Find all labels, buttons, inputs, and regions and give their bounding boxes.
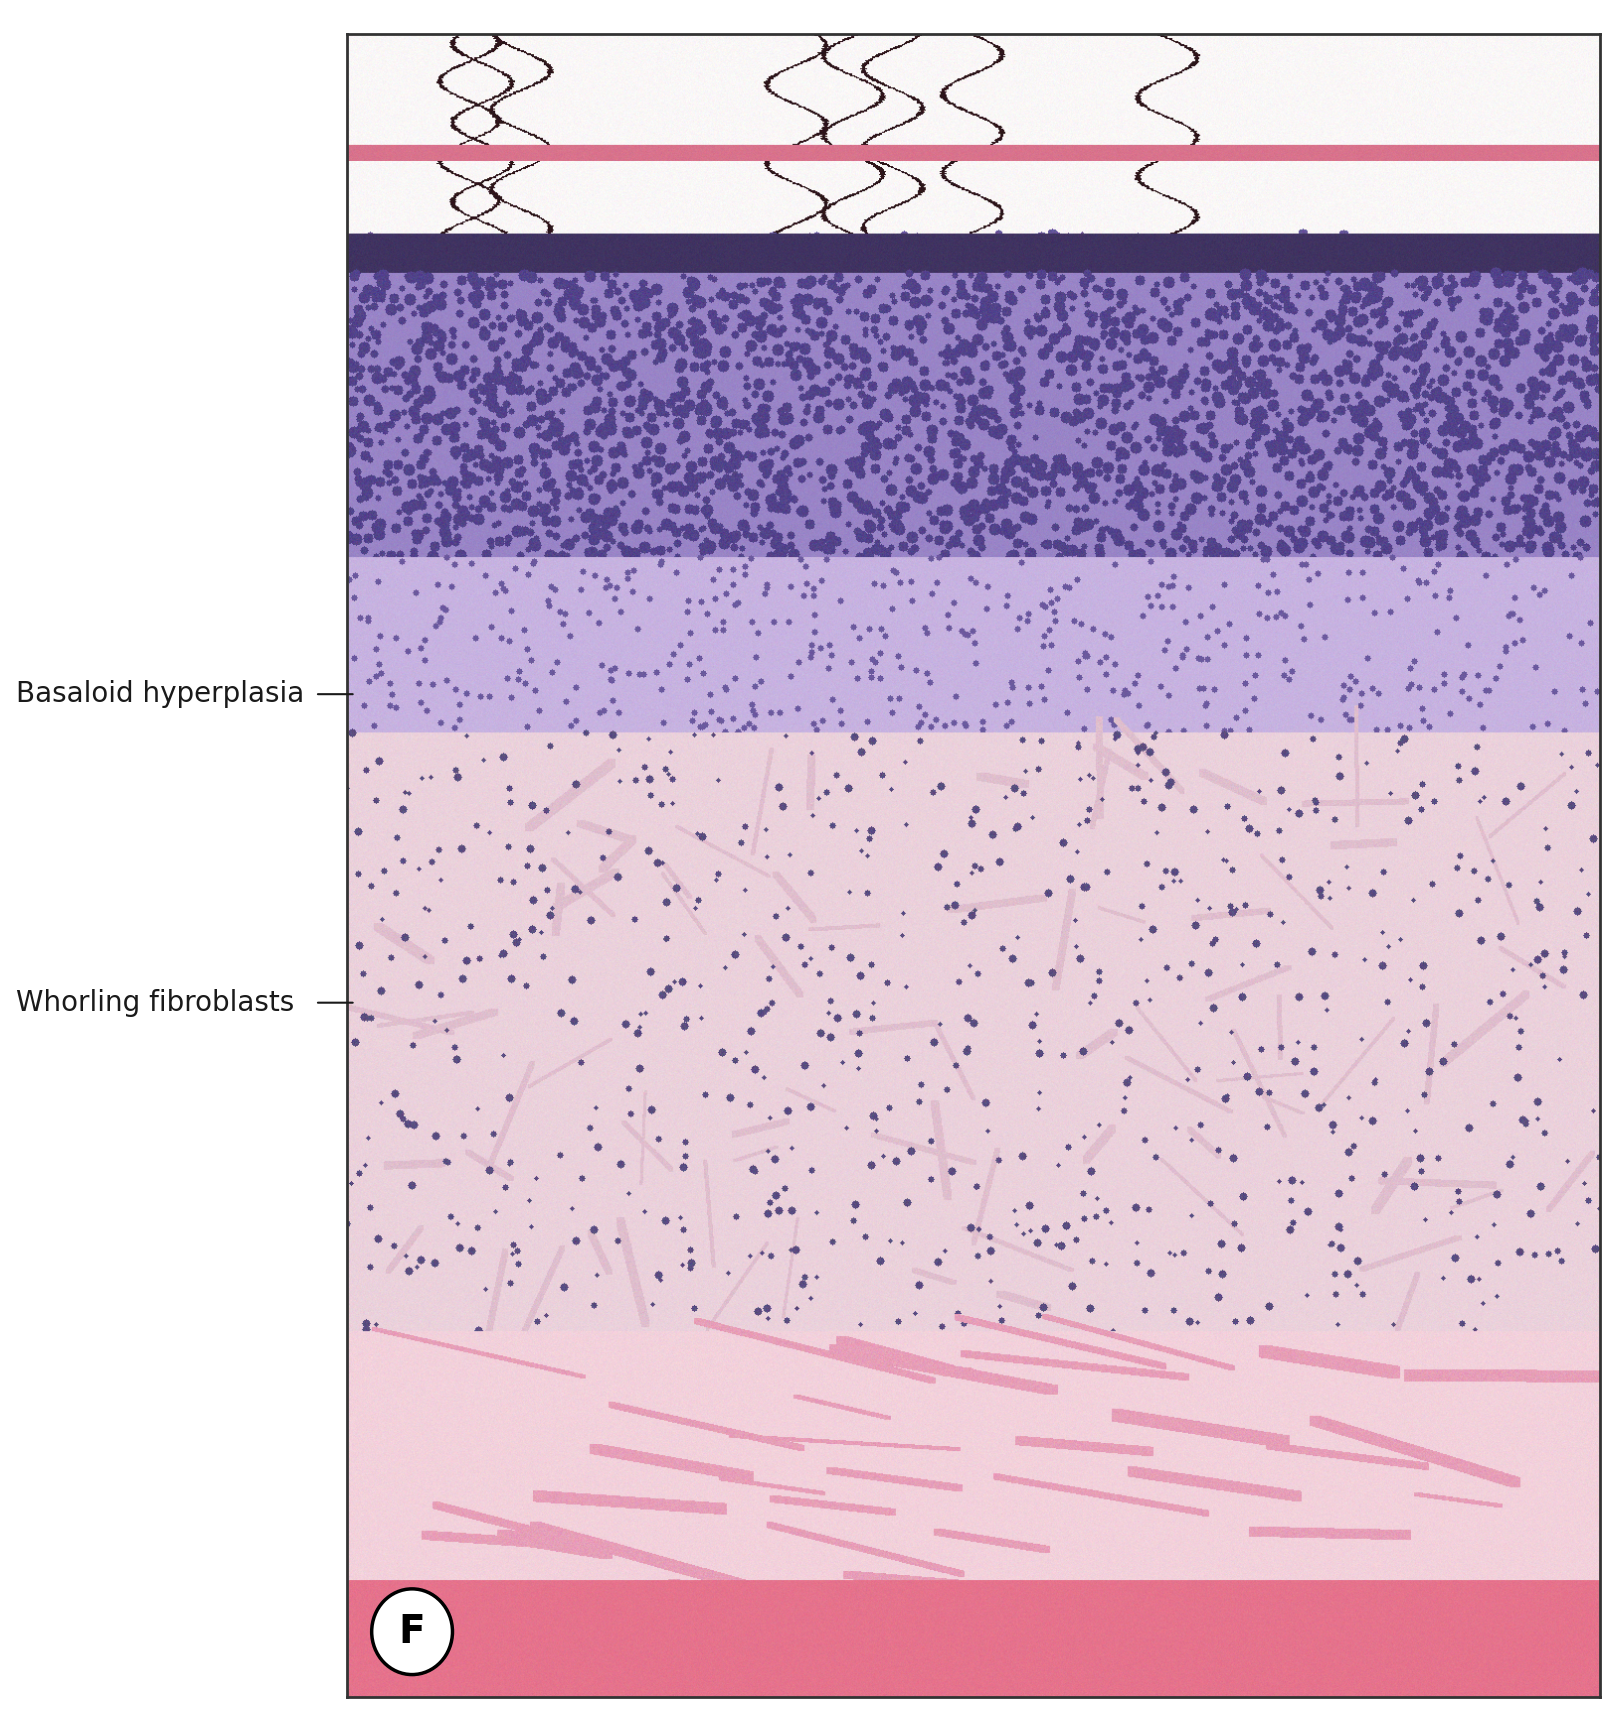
Circle shape	[372, 1589, 452, 1675]
Text: Basaloid hyperplasia: Basaloid hyperplasia	[16, 680, 304, 708]
Text: F: F	[399, 1613, 425, 1651]
Text: Whorling fibroblasts: Whorling fibroblasts	[16, 989, 294, 1016]
